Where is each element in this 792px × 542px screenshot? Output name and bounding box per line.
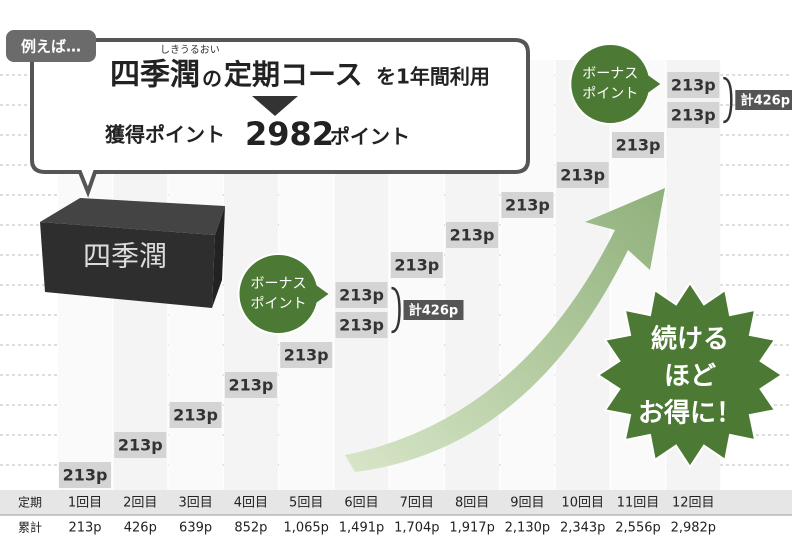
step-label: 213p: [671, 76, 716, 95]
table-cell: 1回目: [68, 496, 102, 511]
table-cell: 3回目: [178, 496, 212, 511]
table-cell: 9回目: [510, 496, 544, 511]
table-cell: 定期: [18, 495, 42, 510]
table-cell: 4回目: [234, 496, 268, 511]
table-cell: 7回目: [400, 496, 434, 511]
product-label: 四季潤: [83, 240, 167, 273]
bonus-badge: [239, 254, 319, 334]
table-cell: 8回目: [455, 496, 489, 511]
bonus-text: ボーナス: [251, 276, 307, 292]
callout-rest: を1年間利用: [376, 65, 490, 89]
total-label: 計426p: [409, 303, 458, 319]
table-cell: 426p: [124, 521, 157, 536]
bonus-text: ポイント: [582, 86, 638, 102]
table-cell: 10回目: [561, 496, 604, 511]
table: 定期 1回目 2回目 3回目 4回目 5回目 6回目 7回目 8回目 9回目 10回目 11回目 12回…: [0, 490, 792, 536]
table-cell: 11回目: [617, 496, 660, 511]
table-cell: 1,065p: [283, 521, 328, 536]
step-label: 213p: [616, 136, 661, 155]
table-cell: 2回目: [123, 496, 157, 511]
table-cell: 6回目: [344, 496, 378, 511]
table-cell: 1,491p: [339, 521, 384, 536]
step-label: 213p: [63, 466, 108, 485]
gain-label: 獲得ポイント: [105, 123, 225, 147]
particle: の: [202, 67, 222, 91]
infographic: 例えば… しきうるおい 四季潤 の 定期コース を1年間利用 獲得ポイント 29…: [0, 0, 792, 542]
table-cell: 1,917p: [449, 521, 494, 536]
bonus-text: ポイント: [251, 296, 307, 312]
table-cell: 1,704p: [394, 521, 439, 536]
course: 定期コース: [224, 58, 363, 91]
table-cell: 852p: [234, 521, 267, 536]
starburst: 続ける ほど お得に！: [598, 283, 782, 467]
step-label: 213p: [505, 196, 550, 215]
table-cell: 213p: [68, 521, 101, 536]
step-label: 213p: [339, 316, 384, 335]
step-label: 213p: [671, 106, 716, 125]
callout: 例えば… しきうるおい 四季潤 の 定期コース を1年間利用 獲得ポイント 29…: [6, 30, 528, 192]
product-box: 四季潤: [40, 198, 225, 308]
step-label: 213p: [339, 286, 384, 305]
bracket: [723, 78, 731, 122]
table-cell: 2,982p: [671, 521, 716, 536]
starburst-line: ほど: [664, 362, 716, 392]
step-label: 213p: [284, 346, 329, 365]
brand: 四季潤: [110, 58, 200, 93]
starburst-line: 続ける: [651, 324, 729, 355]
table-cell: 2,556p: [615, 521, 660, 536]
ruby: しきうるおい: [160, 44, 220, 56]
bonus-badge: [570, 44, 650, 124]
starburst-line: お得に！: [638, 399, 742, 429]
step-label: 213p: [560, 166, 605, 185]
step-label: 213p: [118, 436, 163, 455]
table-cell: 2,130p: [505, 521, 550, 536]
table-cell: 5回目: [289, 496, 323, 511]
table-cell: 2,343p: [560, 521, 605, 536]
callout-tag: 例えば…: [21, 38, 81, 56]
gain-unit: ポイント: [330, 125, 410, 149]
table-cell: 12回目: [672, 496, 715, 511]
total-label: 計426p: [741, 93, 790, 109]
step-label: 213p: [173, 406, 218, 425]
step-label: 213p: [450, 226, 495, 245]
table-cell: 639p: [179, 521, 212, 536]
step-label: 213p: [394, 256, 439, 275]
step-label: 213p: [228, 376, 273, 395]
gain-value: 2982: [245, 115, 334, 153]
table-cell: 累計: [18, 520, 42, 535]
bonus-text: ボーナス: [582, 66, 638, 82]
